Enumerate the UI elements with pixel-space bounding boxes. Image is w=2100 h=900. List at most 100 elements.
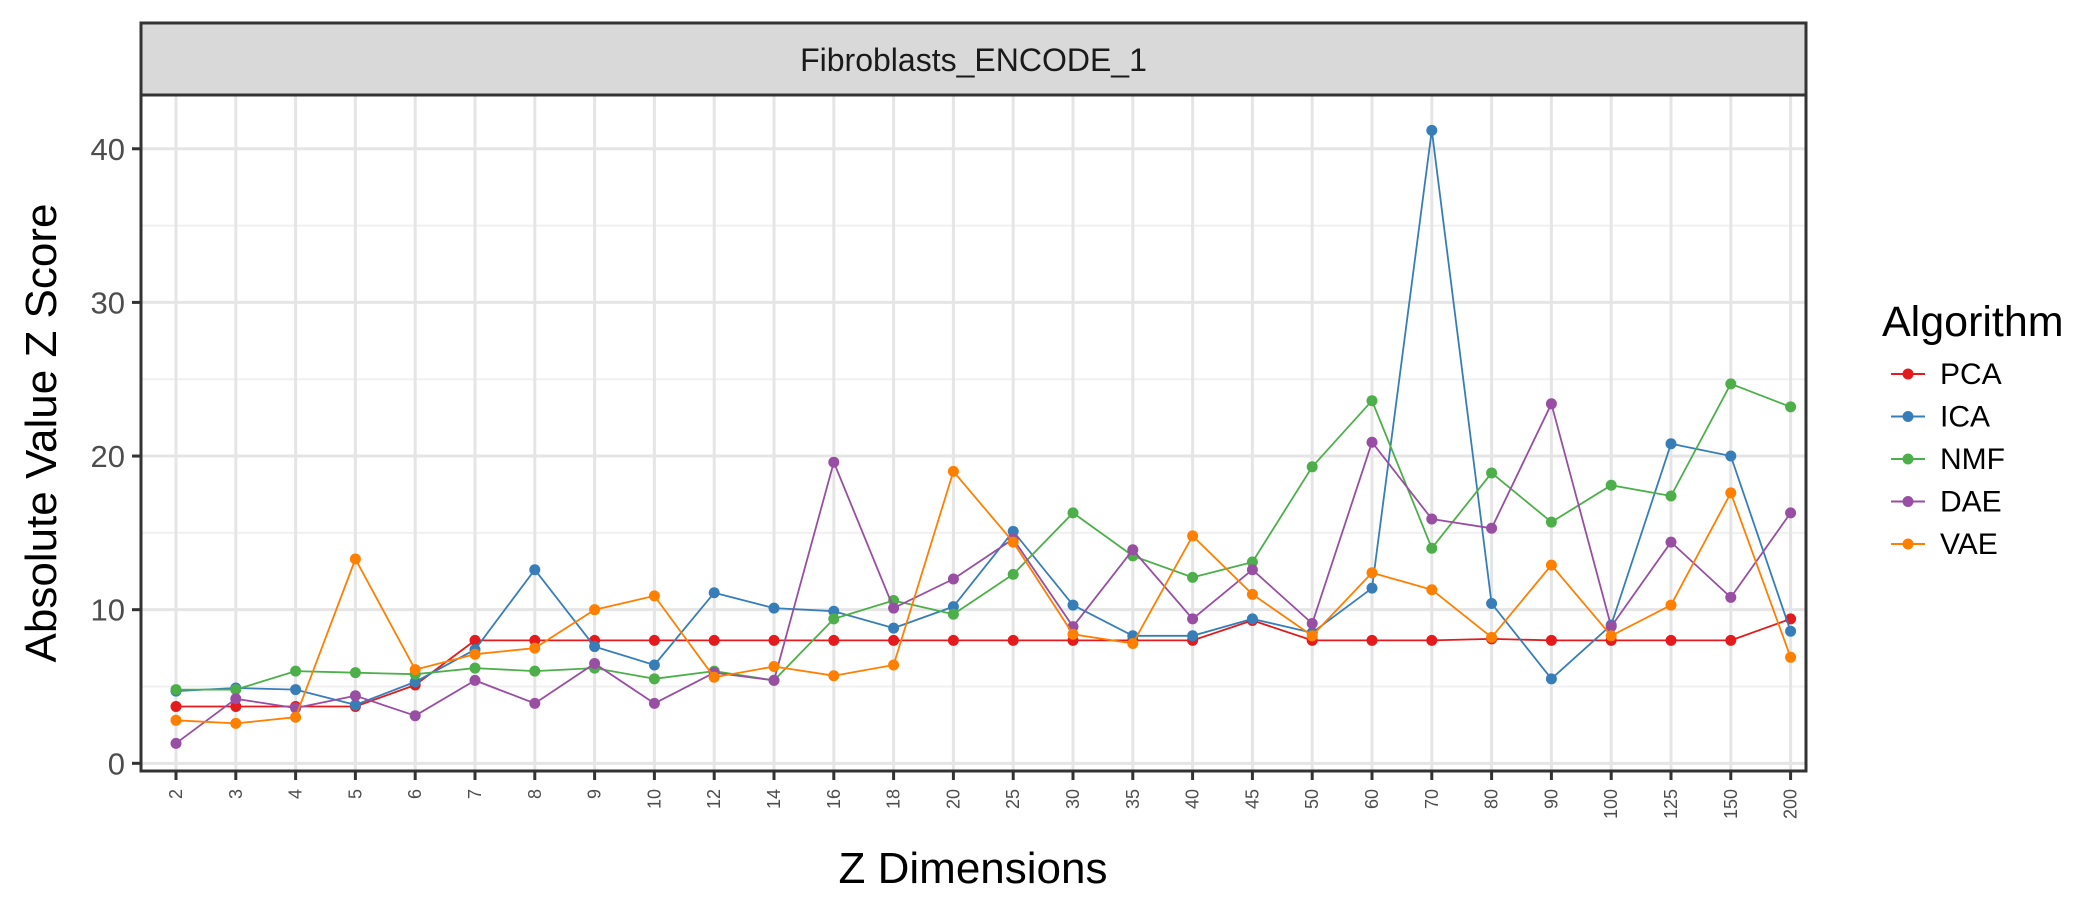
legend-item-vae: VAE: [1891, 528, 1998, 561]
data-point-dae: [1426, 513, 1438, 525]
data-point-vae: [1665, 599, 1677, 611]
data-point-ica: [1545, 673, 1557, 685]
data-point-dae: [828, 456, 840, 468]
data-point-ica: [888, 622, 900, 634]
data-point-dae: [529, 697, 541, 709]
data-point-pca: [768, 634, 780, 646]
x-tick-label: 6: [405, 789, 425, 799]
plot-panel: [141, 95, 1806, 771]
y-tick-label: 10: [91, 593, 125, 628]
data-point-pca: [888, 634, 900, 646]
x-tick-label: 18: [884, 789, 904, 809]
data-point-dae: [349, 690, 361, 702]
series-vae: [170, 465, 1797, 729]
data-point-vae: [828, 670, 840, 682]
legend-item-pca: PCA: [1891, 358, 2002, 391]
data-point-nmf: [1426, 542, 1438, 554]
data-point-ica: [1785, 625, 1797, 637]
data-point-ica: [708, 587, 720, 599]
legend-title: Algorithm: [1882, 298, 2064, 346]
data-point-ica: [409, 676, 421, 688]
data-point-dae: [170, 737, 182, 749]
data-point-vae: [888, 659, 900, 671]
data-point-vae: [529, 642, 541, 654]
data-point-ica: [589, 641, 601, 653]
data-point-dae: [1545, 398, 1557, 410]
data-point-ica: [290, 684, 302, 696]
data-point-dae: [469, 674, 481, 686]
x-axis-title: Z Dimensions: [839, 844, 1108, 893]
x-tick-label: 7: [465, 789, 485, 799]
x-tick-label: 35: [1123, 789, 1143, 809]
data-point-ica: [828, 605, 840, 617]
data-point-dae: [1246, 564, 1258, 576]
data-point-vae: [1187, 530, 1199, 542]
data-point-dae: [888, 602, 900, 614]
data-point-vae: [409, 664, 421, 676]
data-point-nmf: [1725, 378, 1737, 390]
data-point-pca: [230, 700, 242, 712]
data-point-vae: [349, 553, 361, 565]
legend-item-dae: DAE: [1891, 486, 2002, 519]
legend: Algorithm PCA ICA NMF DAE VAE: [1882, 298, 2064, 561]
x-axis: 2 3 4 5 6 7 8 9 10 12 14 16 18 20 25 30 35 40 45 50 60 70 80 90…: [166, 771, 1801, 819]
data-point-dae: [1187, 613, 1199, 625]
data-point-ica: [1426, 124, 1438, 136]
data-point-pca: [648, 634, 660, 646]
data-point-pca: [1725, 634, 1737, 646]
x-tick-label: 20: [943, 789, 963, 809]
data-point-dae: [1366, 436, 1378, 448]
x-tick-label: 10: [644, 789, 664, 809]
x-tick-label: 60: [1362, 789, 1382, 809]
legend-items: PCA ICA NMF DAE VAE: [1891, 358, 2005, 561]
data-point-ica: [1067, 599, 1079, 611]
data-point-pca: [708, 634, 720, 646]
data-point-vae: [648, 590, 660, 602]
legend-item-ica: ICA: [1891, 401, 1990, 434]
data-point-vae: [1067, 628, 1079, 640]
x-tick-label: 3: [226, 789, 246, 799]
y-tick-label: 0: [108, 746, 125, 781]
legend-swatch-dae: [1902, 496, 1914, 507]
data-point-ica: [349, 699, 361, 711]
data-point-ica: [947, 601, 959, 613]
data-point-dae: [1785, 507, 1797, 519]
data-point-ica: [1007, 525, 1019, 537]
legend-swatch-pca: [1902, 368, 1914, 380]
y-axis-title: Absolute Value Z Score: [17, 204, 66, 663]
series-line-nmf: [176, 382, 1791, 691]
y-axis: 0 10 20 30 40: [91, 132, 141, 781]
data-point-vae: [768, 661, 780, 673]
x-tick-label: 100: [1601, 789, 1621, 819]
data-point-vae: [1306, 630, 1318, 642]
data-point-vae: [1366, 567, 1378, 579]
data-point-vae: [1127, 637, 1139, 649]
x-tick-label: 2: [166, 789, 186, 799]
data-point-nmf: [1067, 507, 1079, 519]
data-point-pca: [1545, 634, 1557, 646]
grid-lines: [141, 95, 1806, 771]
data-point-vae: [589, 604, 601, 616]
data-point-nmf: [1187, 571, 1199, 583]
data-point-ica: [1725, 450, 1737, 462]
data-point-ica: [648, 659, 660, 671]
x-tick-label: 14: [764, 789, 784, 809]
series-line-vae: [175, 470, 1792, 725]
facet-strip: [139, 21, 1808, 97]
data-point-dae: [1127, 544, 1139, 556]
data-point-vae: [947, 465, 959, 477]
data-point-pca: [947, 634, 959, 646]
x-tick-label: 45: [1242, 789, 1262, 809]
legend-item-nmf: NMF: [1891, 443, 2005, 476]
data-point-ica: [1187, 630, 1199, 642]
series-nmf: [170, 378, 1797, 696]
data-point-nmf: [469, 662, 481, 674]
data-point-dae: [589, 657, 601, 669]
data-point-ica: [768, 602, 780, 614]
data-point-nmf: [1306, 461, 1318, 473]
x-tick-label: 9: [585, 789, 605, 799]
data-point-nmf: [828, 613, 840, 625]
data-point-dae: [230, 693, 242, 705]
data-point-nmf: [349, 667, 361, 679]
data-point-pca: [1665, 634, 1677, 646]
